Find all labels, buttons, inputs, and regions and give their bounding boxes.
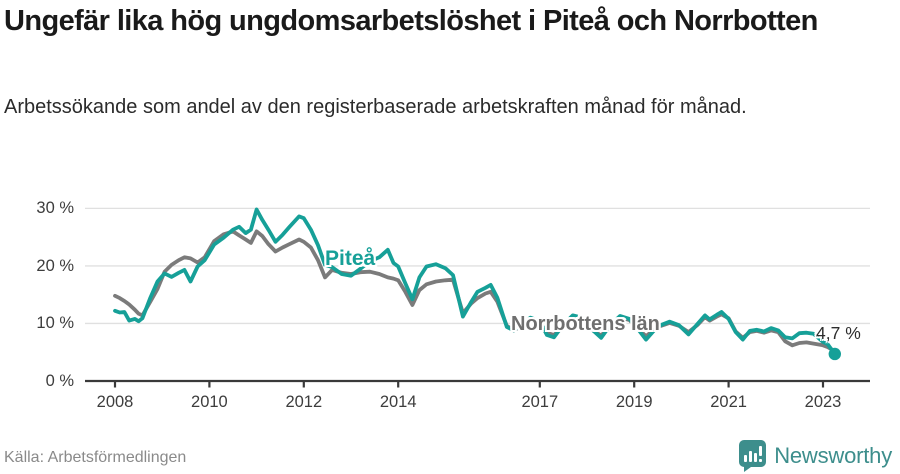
x-tick-label: 2008 (96, 393, 134, 411)
end-value-label: 4,7 % (816, 323, 861, 343)
x-tick-label: 2012 (285, 393, 323, 411)
y-tick-label: 0 % (45, 372, 74, 390)
x-tick-label: 2014 (379, 393, 417, 411)
chart-subtitle: Arbetssökande som andel av den registerb… (4, 96, 747, 118)
y-tick-label: 10 % (36, 314, 74, 333)
x-tick-label: 2010 (191, 393, 228, 411)
series-label-norrbotten: Norrbottens län (511, 313, 660, 335)
y-tick-label: 20 % (36, 256, 74, 275)
source-note: Källa: Arbetsförmedlingen (4, 449, 187, 466)
x-tick-label: 2017 (521, 393, 559, 411)
x-tick-label: 2023 (804, 393, 842, 411)
chart-title: Ungefär lika hög ungdomsarbetslöshet i P… (4, 5, 818, 37)
x-tick-label: 2019 (615, 393, 653, 411)
newsworthy-logo: Newsworthy (738, 440, 892, 472)
x-tick-label: 2021 (710, 393, 747, 411)
y-tick-label: 30 % (36, 199, 74, 218)
newsworthy-logo-icon (739, 440, 767, 472)
newsworthy-logo-text: Newsworthy (774, 443, 892, 468)
series-label-pitea: Piteå (325, 247, 376, 270)
